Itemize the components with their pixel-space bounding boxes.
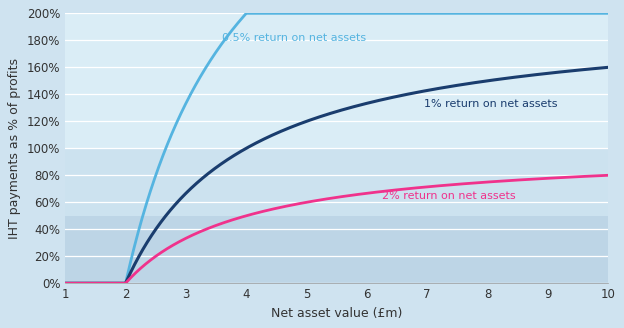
Text: 1% return on net assets: 1% return on net assets bbox=[424, 99, 558, 109]
Bar bbox=[66, 148, 608, 216]
X-axis label: Net asset value (£m): Net asset value (£m) bbox=[271, 307, 402, 320]
Y-axis label: IHT payments as % of profits: IHT payments as % of profits bbox=[8, 58, 21, 239]
Text: 2% return on net assets: 2% return on net assets bbox=[382, 191, 515, 200]
Text: 0.5% return on net assets: 0.5% return on net assets bbox=[222, 32, 366, 43]
Bar bbox=[66, 13, 608, 148]
Bar bbox=[66, 216, 608, 283]
